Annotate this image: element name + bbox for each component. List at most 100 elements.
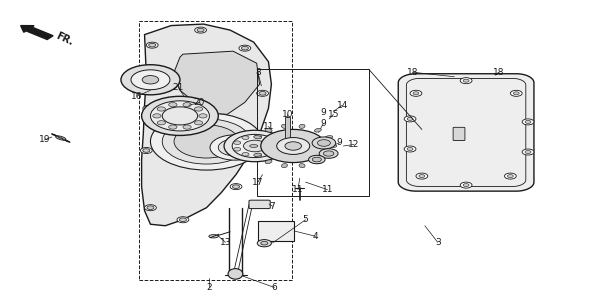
Circle shape — [241, 46, 248, 50]
FancyBboxPatch shape — [249, 200, 270, 209]
Circle shape — [285, 142, 301, 150]
Circle shape — [404, 116, 416, 122]
Circle shape — [507, 175, 513, 178]
Bar — [257, 69, 369, 196]
Circle shape — [242, 153, 249, 156]
Circle shape — [413, 92, 419, 95]
Text: 21: 21 — [172, 83, 184, 92]
Circle shape — [257, 90, 268, 96]
Circle shape — [218, 139, 251, 156]
Circle shape — [197, 28, 204, 32]
Text: 17: 17 — [252, 178, 264, 187]
FancyArrow shape — [21, 26, 53, 39]
Circle shape — [232, 185, 240, 188]
Circle shape — [179, 218, 186, 222]
Circle shape — [266, 150, 273, 154]
Circle shape — [230, 184, 242, 190]
Text: 9: 9 — [336, 138, 342, 147]
Circle shape — [195, 121, 203, 125]
Text: 18: 18 — [493, 68, 504, 77]
Circle shape — [312, 157, 322, 162]
Circle shape — [131, 70, 170, 90]
Polygon shape — [174, 51, 260, 114]
Circle shape — [257, 240, 271, 247]
Ellipse shape — [250, 144, 258, 147]
Circle shape — [242, 136, 249, 139]
Circle shape — [145, 107, 152, 110]
Circle shape — [157, 107, 165, 111]
Circle shape — [199, 114, 207, 118]
Ellipse shape — [254, 135, 261, 139]
Text: 5: 5 — [303, 215, 309, 224]
Circle shape — [463, 184, 469, 187]
Text: 18: 18 — [407, 68, 419, 77]
Text: 8: 8 — [255, 68, 261, 77]
Text: 6: 6 — [271, 283, 277, 292]
Circle shape — [157, 121, 165, 125]
Circle shape — [525, 150, 531, 154]
Circle shape — [143, 105, 155, 111]
Ellipse shape — [228, 268, 243, 279]
Circle shape — [147, 206, 154, 209]
Text: 15: 15 — [327, 110, 339, 119]
Text: 2: 2 — [206, 283, 212, 292]
Ellipse shape — [281, 163, 287, 168]
Circle shape — [309, 155, 325, 164]
Circle shape — [522, 119, 534, 125]
Circle shape — [407, 117, 413, 120]
Ellipse shape — [299, 124, 305, 129]
Circle shape — [522, 149, 534, 155]
Circle shape — [142, 76, 159, 84]
Circle shape — [270, 144, 277, 148]
Circle shape — [525, 120, 531, 123]
Text: 20: 20 — [194, 98, 205, 107]
Ellipse shape — [314, 128, 322, 132]
Ellipse shape — [314, 160, 322, 164]
Circle shape — [266, 138, 273, 141]
Ellipse shape — [299, 163, 305, 168]
Circle shape — [162, 119, 251, 164]
Circle shape — [244, 140, 266, 152]
Ellipse shape — [265, 128, 272, 132]
Text: 16: 16 — [131, 92, 143, 101]
Circle shape — [224, 130, 286, 162]
Text: 12: 12 — [348, 140, 360, 149]
FancyBboxPatch shape — [453, 127, 465, 141]
Text: 11: 11 — [322, 185, 333, 194]
Text: 7: 7 — [270, 202, 276, 211]
Circle shape — [323, 151, 334, 156]
Bar — [258, 221, 294, 241]
Circle shape — [149, 43, 156, 47]
Circle shape — [146, 42, 158, 48]
Ellipse shape — [325, 135, 333, 139]
Text: 19: 19 — [38, 135, 50, 144]
Circle shape — [404, 146, 416, 152]
Ellipse shape — [209, 235, 218, 238]
Circle shape — [169, 125, 177, 129]
Polygon shape — [398, 74, 534, 191]
Text: 9: 9 — [320, 108, 326, 117]
Ellipse shape — [325, 153, 333, 157]
Text: 13: 13 — [219, 238, 231, 247]
Circle shape — [460, 78, 472, 84]
Circle shape — [319, 149, 338, 158]
Circle shape — [195, 27, 206, 33]
Circle shape — [463, 79, 469, 82]
Ellipse shape — [265, 160, 272, 164]
Circle shape — [255, 154, 262, 157]
Circle shape — [121, 65, 180, 95]
Text: 4: 4 — [313, 232, 319, 241]
Circle shape — [153, 114, 161, 118]
Circle shape — [504, 173, 516, 179]
Circle shape — [183, 103, 191, 107]
Circle shape — [407, 147, 413, 150]
Circle shape — [177, 217, 189, 223]
Circle shape — [234, 141, 241, 144]
Circle shape — [312, 137, 336, 149]
Circle shape — [410, 90, 422, 96]
Circle shape — [255, 135, 262, 138]
Circle shape — [232, 134, 277, 158]
Text: 11: 11 — [292, 185, 304, 194]
Circle shape — [183, 125, 191, 129]
Circle shape — [150, 113, 263, 170]
